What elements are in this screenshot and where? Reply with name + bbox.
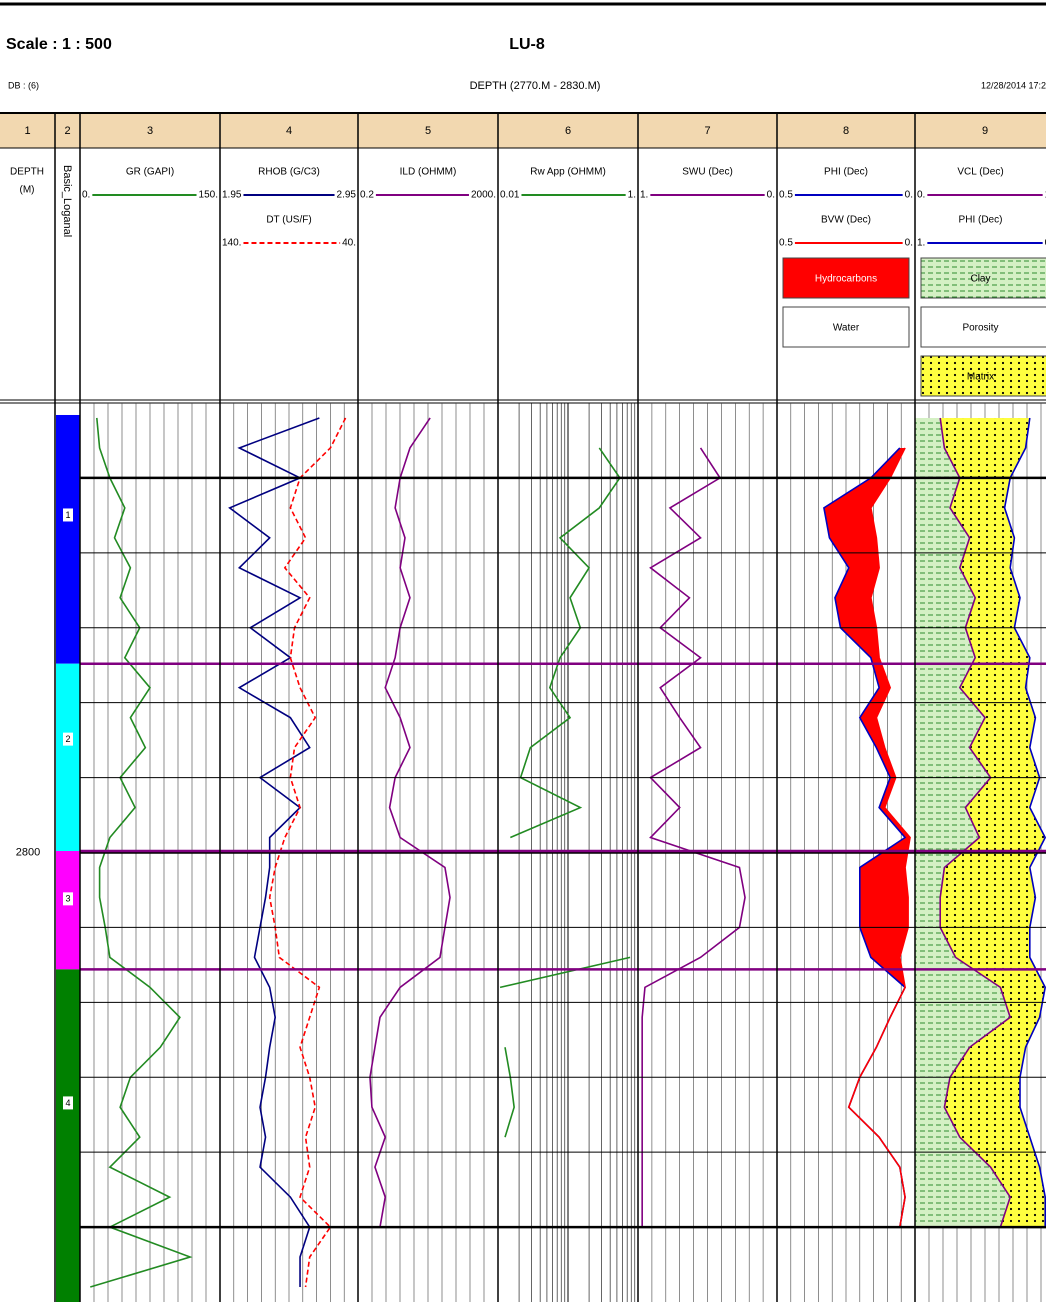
scale-left: 1. [917,238,925,249]
legend-label: Matrix [967,372,994,383]
zone-bar [56,851,80,970]
curve-name: SWU (Dec) [682,167,733,178]
curve-name: BVW (Dec) [821,215,871,226]
scale-left: 0. [917,190,925,201]
legend-box [920,306,1046,348]
matrix-fill [940,417,1046,1228]
depth-header: DEPTH [10,167,44,178]
track-number: 2 [64,125,70,137]
scale-left: 1. [640,190,648,201]
scale-left: 0.5 [779,190,793,201]
scale-left: 0. [82,190,90,201]
zone-bar [56,969,80,1302]
date: 12/28/2014 17:2 [981,80,1046,90]
zone-label: 4 [65,1098,70,1108]
depth-unit: (M) [20,185,35,196]
zone-label: 2 [65,734,70,744]
curve-name: GR (GAPI) [126,167,174,178]
curve-name: DT (US/F) [266,215,311,226]
track-number: 3 [147,125,153,137]
legend-label: Hydrocarbons [815,274,877,285]
scale-right: 1. [628,190,636,201]
curve-name: RHOB (G/C3) [258,167,320,178]
track-number: 1 [24,125,30,137]
scale-right: 150. [199,190,218,201]
zone-label: 1 [65,510,70,520]
zone-label-box [63,892,73,906]
scale-label: Scale : 1 : 500 [6,36,112,53]
scale-right: 2.95 [337,190,357,201]
clay-fill [915,417,1011,1228]
curve-name: PHI (Dec) [959,215,1003,226]
zone-bar [56,414,80,664]
track-number: 6 [565,125,571,137]
legend-box [782,306,910,348]
scale-right: 0. [1045,238,1046,249]
scale-left: 1.95 [222,190,242,201]
legend-box [920,355,1046,397]
track-number: 5 [425,125,431,137]
log-curve [847,447,911,1228]
scale-right: 40. [342,238,356,249]
track-number: 9 [982,125,988,137]
zone-label-box [63,1096,73,1110]
log-curve [504,1047,515,1138]
curve-name: Rw App (OHMM) [530,167,606,178]
scale-right: 2000. [471,190,496,201]
well-title: LU-8 [509,36,545,53]
curve-name: ILD (OHMM) [400,167,457,178]
depth-label: 2800 [16,846,40,858]
log-curve [369,417,451,1228]
legend-box [782,257,910,299]
track-number: 7 [704,125,710,137]
scale-left: 0.5 [779,238,793,249]
legend-box [920,257,1046,299]
track-number: 8 [843,125,849,137]
legend-label: Water [833,323,860,334]
zone-bar [56,663,80,852]
zone-track-name: Basic_Loganal [61,165,73,237]
log-curve [499,956,631,989]
track-number-row [0,114,1046,148]
legend-label: Clay [970,274,990,285]
zone-label-box [63,508,73,522]
scale-right: 0. [905,238,913,249]
legend-label: Porosity [962,323,998,334]
scale-right: 0. [767,190,775,201]
db-label: DB : (6) [8,80,39,90]
depth-range: DEPTH (2770.M - 2830.M) [470,80,601,92]
log-curve [510,447,621,839]
hydrocarbon-fill [823,447,911,1228]
zone-label: 3 [65,894,70,904]
scale-right: 1. [1045,190,1046,201]
track-number: 4 [286,125,292,137]
scale-left: 140. [222,238,241,249]
scale-right: 0. [905,190,913,201]
log-curve [268,417,347,1288]
curve-name: VCL (Dec) [957,167,1003,178]
zone-label-box [63,732,73,746]
scale-left: 0.01 [500,190,520,201]
log-curve [641,447,746,1228]
scale-left: 0.2 [360,190,374,201]
curve-name: PHI (Dec) [824,167,868,178]
